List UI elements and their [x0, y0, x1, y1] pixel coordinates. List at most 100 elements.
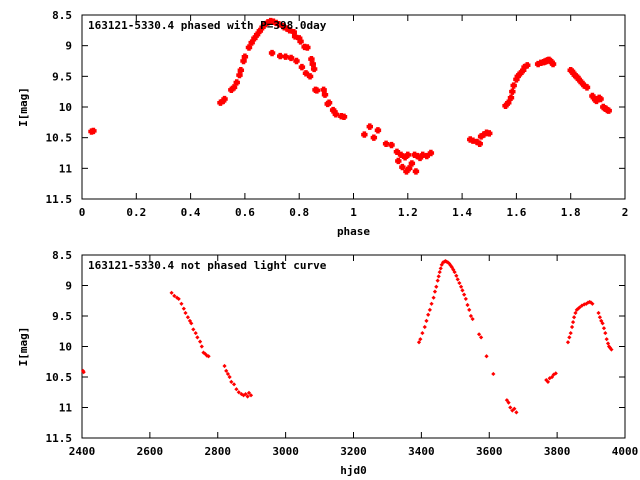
data-point: [412, 168, 420, 175]
data-point: [382, 140, 390, 147]
data-point: [179, 301, 184, 306]
y-tick-label: 10: [59, 101, 72, 114]
data-point: [582, 302, 587, 307]
data-point: [298, 63, 306, 71]
data-point: [195, 335, 200, 340]
data-point: [549, 374, 555, 380]
data-point: [90, 127, 97, 135]
data-point: [465, 302, 470, 308]
data-point: [176, 296, 181, 302]
y-tick-label: 11.5: [46, 432, 73, 445]
data-point: [374, 127, 382, 134]
data-point: [248, 393, 254, 398]
data-point: [231, 382, 237, 387]
data-point: [479, 335, 484, 340]
chart-panel-2: 2400 2600 2800 3000 3200 3400 3600 3800 4000 8.5 9…: [17, 249, 638, 477]
data-point: [169, 290, 174, 295]
data-point: [431, 295, 436, 300]
data-point: [233, 79, 240, 86]
data-point: [426, 312, 431, 317]
data-point: [437, 269, 442, 275]
data-point: [297, 38, 304, 45]
data-point: [287, 54, 295, 62]
plot-frame: [81, 254, 626, 439]
data-point: [583, 84, 591, 91]
y-tick-label: 11: [59, 402, 73, 415]
data-point: [416, 340, 422, 345]
x-tick-label: 0.4: [181, 206, 201, 219]
data-point: [512, 406, 517, 411]
data-point: [427, 149, 435, 157]
data-point: [201, 350, 206, 355]
data-point: [603, 330, 608, 336]
data-point: [361, 131, 368, 138]
x-tick-label: 1: [350, 206, 357, 219]
data-point: [193, 330, 198, 336]
x-tick-label: 0.8: [289, 206, 309, 219]
data-point: [491, 371, 496, 377]
data-point: [596, 310, 601, 316]
data-point: [199, 344, 204, 349]
x-tick-label: 1.6: [506, 206, 526, 219]
y-axis-title: I[mag]: [17, 87, 30, 127]
data-point: [239, 391, 244, 397]
data-point: [463, 296, 468, 302]
y-tick-label: 10: [59, 341, 72, 354]
data-point: [604, 337, 609, 342]
data-point: [268, 49, 276, 57]
data-point: [395, 157, 402, 165]
data-point: [418, 337, 423, 342]
data-point: [601, 326, 607, 331]
y-tick-label: 10.5: [46, 371, 73, 384]
data-point: [243, 391, 248, 397]
data-point: [340, 113, 348, 121]
data-point: [508, 405, 513, 410]
data-point: [585, 300, 591, 305]
data-point: [189, 321, 194, 326]
x-tick-label: 2400: [69, 445, 96, 458]
data-point: [439, 262, 444, 267]
data-point: [577, 305, 582, 310]
data-point: [569, 324, 575, 330]
data-point: [325, 99, 333, 106]
data-point: [206, 354, 211, 359]
data-point: [544, 377, 549, 383]
chart-panel-1: 0 0.2 0.4 0.6 0.8 1 1.2 1.4 1.6 1.8 2 8.5 9 9.5 10 10.5…: [17, 9, 628, 238]
data-point: [321, 91, 329, 98]
data-point: [553, 371, 558, 376]
x-tick-label: 3600: [476, 445, 503, 458]
data-point: [476, 140, 483, 147]
data-point: [293, 57, 300, 65]
data-point: [424, 318, 429, 323]
data-point: [304, 44, 311, 51]
data-point: [570, 320, 576, 325]
data-point: [191, 327, 196, 332]
data-point: [422, 324, 427, 330]
data-point: [204, 353, 209, 358]
data-point: [573, 310, 578, 316]
data-point: [420, 330, 425, 336]
data-point: [547, 376, 552, 381]
x-tick-label: 0: [79, 206, 86, 219]
data-point: [185, 315, 190, 320]
data-point: [282, 53, 289, 60]
data-point: [309, 60, 316, 68]
data-point: [427, 307, 432, 312]
data-point: [447, 261, 452, 266]
x-tick-label: 3400: [408, 445, 435, 458]
data-point: [467, 307, 472, 312]
y-tick-label: 9: [65, 280, 72, 293]
y-tick-label: 9.5: [52, 70, 72, 83]
data-point: [571, 315, 577, 320]
data-point: [332, 111, 340, 118]
data-point: [506, 400, 511, 405]
data-point: [320, 86, 327, 94]
data-point: [183, 310, 188, 316]
data-point: [524, 62, 531, 69]
data-point: [510, 82, 517, 89]
data-point: [486, 130, 493, 137]
x-axis-title: hjd0: [340, 464, 367, 477]
data-point: [458, 284, 464, 289]
data-point: [549, 60, 557, 68]
y-tick-label: 9: [65, 40, 72, 53]
